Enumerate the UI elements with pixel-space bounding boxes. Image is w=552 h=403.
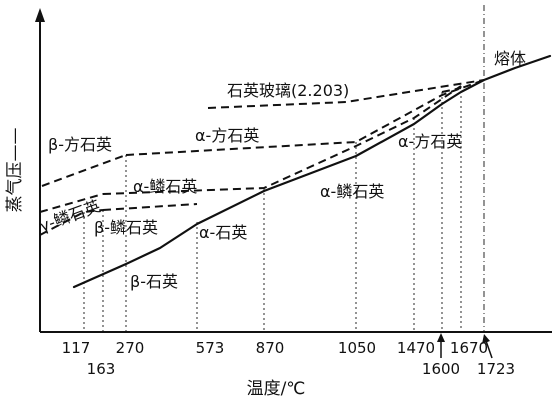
stable-phase-curve [72, 54, 552, 289]
y-axis-label: 蒸气压—— [5, 128, 25, 213]
label-alpha-cristobalite-upper: α-方石英 [195, 126, 259, 145]
gamma-tridymite-curve-lower [39, 209, 104, 236]
alpha-tridymite-curve [102, 85, 462, 195]
label-gamma-tridymite: γ-鳞石英 [37, 196, 103, 235]
tick-label-1670: 1670 [450, 339, 488, 357]
temperature-guides [83, 5, 485, 332]
pointer-1600-arrow-icon [437, 333, 445, 342]
tick-label-117: 117 [62, 339, 91, 357]
x-tick-labels: 117 163 270 573 870 1050 1470 1600 1670 … [62, 339, 515, 378]
beta-tridymite-curve [102, 203, 198, 211]
y-axis-arrow [35, 8, 45, 22]
gamma-tridymite-curve-upper [39, 193, 104, 213]
quartz-glass-curve [207, 79, 485, 109]
phase-labels: 熔体 石英玻璃(2.203) β-方石英 α-方石英 α-方石英 γ-鳞石英 α… [37, 49, 526, 291]
tick-label-1470: 1470 [397, 339, 435, 357]
tick-label-163: 163 [87, 360, 116, 378]
tick-label-1600: 1600 [422, 360, 460, 378]
label-beta-tridymite: β-鳞石英 [94, 218, 158, 237]
tick-label-573: 573 [196, 339, 225, 357]
label-quartz-glass: 石英玻璃(2.203) [227, 81, 349, 100]
axes [35, 8, 552, 333]
tick-label-870: 870 [256, 339, 285, 357]
metastable-curves [39, 79, 485, 236]
tick-label-270: 270 [116, 339, 145, 357]
tick-label-1723: 1723 [477, 360, 515, 378]
label-beta-quartz: β-石英 [130, 272, 178, 291]
alpha-cristobalite-curve [125, 79, 485, 156]
x-axis-label: 温度/℃ [247, 379, 306, 399]
tick-pointers [437, 333, 493, 359]
label-alpha-tridymite-left: α-鳞石英 [133, 177, 197, 196]
label-alpha-cristobalite-right: α-方石英 [398, 132, 462, 151]
tick-label-1050: 1050 [338, 339, 376, 357]
label-alpha-quartz: α-石英 [199, 223, 247, 242]
beta-cristobalite-curve [41, 154, 127, 187]
pointer-1723-arrow-icon [482, 334, 490, 344]
label-melt: 熔体 [494, 49, 526, 68]
label-beta-cristobalite: β-方石英 [48, 135, 112, 154]
label-alpha-tridymite-right: α-鳞石英 [320, 182, 384, 201]
